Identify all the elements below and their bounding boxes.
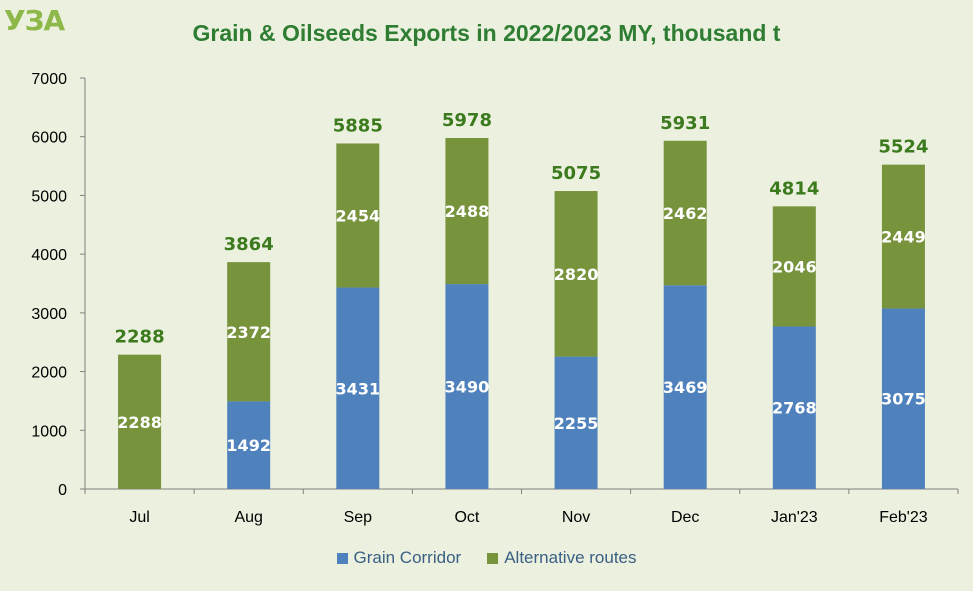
x-tick-label: Jan'23 — [771, 509, 818, 526]
x-tick-label: Feb'23 — [879, 509, 928, 526]
total-value-label: 5524 — [878, 137, 928, 158]
y-tick-label: 4000 — [31, 247, 67, 264]
bar-value-label: 2820 — [554, 265, 599, 284]
total-value-label: 5885 — [333, 115, 383, 136]
bar-value-label: 3431 — [336, 379, 381, 398]
total-value-label: 3864 — [224, 234, 274, 255]
y-tick-label: 6000 — [31, 130, 67, 147]
legend-label-grain-corridor: Grain Corridor — [353, 548, 462, 567]
total-value-label: 2288 — [115, 327, 165, 348]
chart-title: Grain & Oilseeds Exports in 2022/2023 MY… — [192, 20, 781, 46]
bar-grain-corridor — [881, 308, 925, 489]
bar-value-label: 2372 — [226, 323, 271, 342]
bar-alternative-routes — [445, 138, 489, 285]
total-value-label: 5978 — [442, 110, 492, 131]
y-tick-label: 3000 — [31, 306, 67, 323]
bar-value-label: 2449 — [881, 228, 926, 247]
bar-grain-corridor — [663, 285, 707, 489]
chart-svg: 0 1000 2000 3000 4000 5000 6000 7000 Jul Aug Sep Oc… — [31, 71, 959, 526]
total-value-label: 4814 — [769, 178, 819, 199]
bar-value-label: 3075 — [881, 390, 926, 409]
legend-swatch-grain-corridor — [336, 552, 348, 564]
legend-item-alternative-routes: Alternative routes — [487, 548, 637, 568]
y-tick-label: 1000 — [31, 423, 67, 440]
bar-alternative-routes — [881, 164, 925, 309]
bar-value-label: 2462 — [663, 204, 708, 223]
y-tick-label: 7000 — [31, 71, 67, 88]
bar-grain-corridor — [445, 284, 489, 489]
bar-grain-corridor — [227, 401, 271, 489]
bar-alternative-routes — [663, 140, 707, 286]
x-tick-label: Nov — [562, 509, 590, 526]
bar-grain-corridor — [772, 326, 816, 489]
y-tick-label: 5000 — [31, 188, 67, 205]
bar-value-label: 3469 — [663, 378, 708, 397]
y-tick-label: 2000 — [31, 365, 67, 382]
bar-value-label: 2046 — [772, 257, 817, 276]
x-tick-label: Aug — [234, 509, 262, 526]
legend: Grain Corridor Alternative routes — [0, 548, 973, 568]
bar-alternative-routes — [554, 191, 598, 357]
bar-grain-corridor — [336, 287, 380, 489]
x-tick-label: Oct — [454, 509, 479, 526]
bar-value-label: 2768 — [772, 399, 817, 418]
x-tick-label: Dec — [671, 509, 699, 526]
y-tick-label: 0 — [58, 482, 67, 499]
bar-alternative-routes — [336, 143, 380, 288]
bar-alternative-routes — [227, 262, 271, 402]
bar-alternative-routes — [118, 354, 162, 489]
bar-value-label: 2454 — [336, 207, 381, 226]
bar-value-label: 1492 — [226, 436, 271, 455]
logo: УЗА — [4, 4, 65, 37]
bar-grain-corridor — [554, 356, 598, 489]
x-tick-label: Sep — [344, 509, 373, 526]
legend-label-alternative-routes: Alternative routes — [504, 548, 637, 567]
bar-value-label: 2488 — [445, 202, 490, 221]
x-tick-label: Jul — [129, 509, 149, 526]
bar-value-label: 2288 — [117, 413, 162, 432]
bar-value-label: 2255 — [554, 414, 599, 433]
bar-alternative-routes — [772, 206, 816, 327]
legend-swatch-alternative-routes — [487, 552, 499, 564]
total-value-label: 5931 — [660, 113, 710, 134]
bar-value-label: 3490 — [445, 378, 490, 397]
legend-item-grain-corridor: Grain Corridor — [336, 548, 462, 568]
total-value-label: 5075 — [551, 163, 601, 184]
